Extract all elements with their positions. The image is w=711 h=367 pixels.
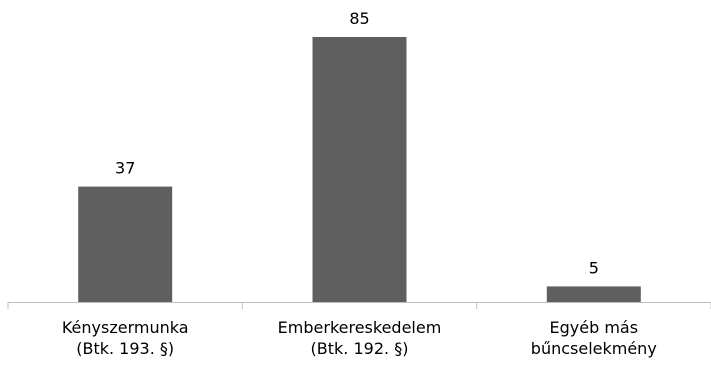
data-label-3: 5 (589, 258, 599, 277)
data-label-2: 85 (349, 9, 369, 28)
category-label-3-line-2: bűncselekmény (530, 339, 657, 358)
category-label-1-line-1: Kényszermunka (61, 318, 189, 337)
bar-2 (312, 37, 407, 302)
x-axis (7, 302, 711, 309)
category-label-3: Egyéb más bűncselekmény (489, 317, 699, 359)
category-label-2-line-2: (Btk. 192. §) (310, 339, 409, 358)
category-label-2: Emberkereskedelem (Btk. 192. §) (255, 317, 465, 359)
bars-group (78, 37, 641, 302)
category-label-2-line-1: Emberkereskedelem (277, 318, 442, 337)
category-label-3-line-1: Egyéb más (549, 318, 639, 337)
category-label-1: Kényszermunka (Btk. 193. §) (20, 317, 230, 359)
bar-1 (78, 186, 173, 302)
category-label-1-line-2: (Btk. 193. §) (76, 339, 175, 358)
bar-3 (546, 286, 641, 302)
data-labels-group: 37 85 5 (115, 9, 599, 277)
data-label-1: 37 (115, 159, 135, 178)
